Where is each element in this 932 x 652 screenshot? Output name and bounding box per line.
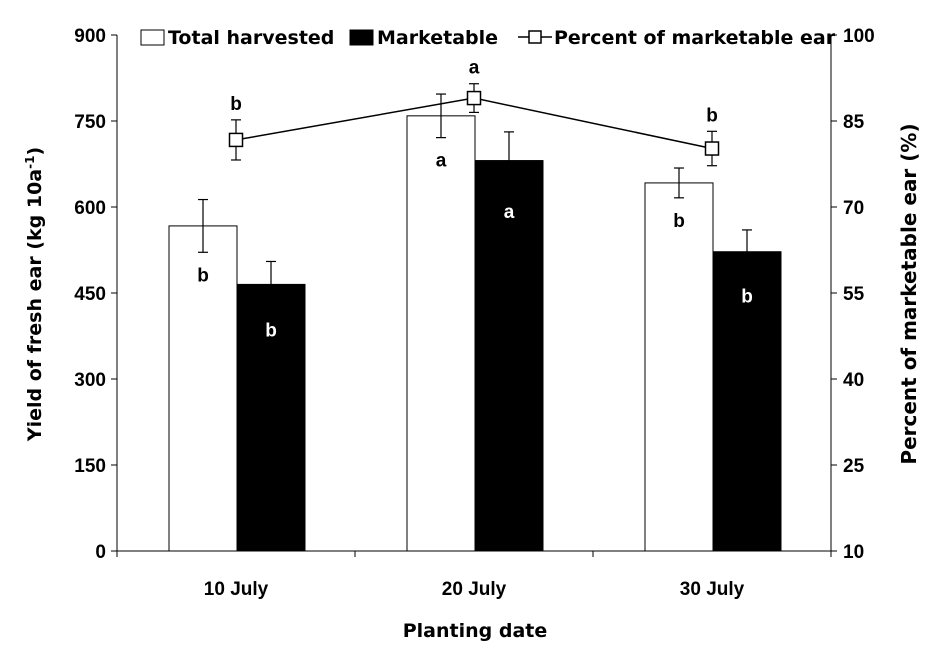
y-right-tick-label: 10: [843, 542, 864, 563]
y-left-tick-label: 750: [74, 112, 106, 133]
bars-group: b a b b a b: [168, 93, 782, 552]
x-tick-label: 20 July: [442, 579, 507, 600]
y-right-tick-label: 70: [843, 198, 864, 219]
bar-total-harvested: [168, 225, 238, 552]
y-axis-left-title-main: Yield of fresh ear (kg 10a: [24, 169, 46, 442]
line-marker-square: [704, 141, 720, 156]
labels-group: Planting date Yield of fresh ear (kg 10a…: [23, 123, 921, 642]
bar-significance-letter: b: [673, 211, 685, 232]
bar-significance-letter: b: [197, 265, 209, 286]
y-left-tick-label: 900: [74, 26, 106, 47]
y-right-tick-label: 85: [843, 112, 865, 133]
bar-significance-letter: b: [265, 320, 277, 341]
bar-significance-letter: b: [741, 287, 753, 308]
line-marker-square: [466, 90, 482, 106]
x-tick-label: 30 July: [680, 579, 745, 600]
line-significance-letter: b: [230, 94, 242, 115]
x-axis-title: Planting date: [403, 620, 548, 642]
bar-significance-letter: a: [504, 202, 515, 223]
legend-label-marketable: Marketable: [377, 27, 498, 49]
bar-marketable: [712, 251, 782, 552]
y-right-tick-label: 25: [843, 456, 865, 477]
bar-total-harvested: [644, 182, 714, 552]
bar-total-harvested: [406, 115, 476, 552]
legend-swatch-total-harvested: [140, 29, 165, 46]
y-right-tick-label: 55: [843, 284, 865, 305]
line-marker-square: [228, 132, 244, 148]
y-right-tick-label: 40: [843, 370, 864, 391]
line-significance-letter: b: [706, 105, 718, 126]
bar-significance-letter: a: [436, 151, 447, 172]
y-left-tick-label: 450: [74, 284, 106, 305]
y-axis-left-title: Yield of fresh ear (kg 10a-1): [23, 147, 46, 442]
bar-marketable: [474, 160, 544, 552]
line-significance-letter: a: [469, 58, 480, 79]
legend-label-total-harvested: Total harvested: [168, 27, 334, 49]
axes-group: 0 150 300 450 600 750 900 10 25 40 55 70 85 100 10 Jul…: [74, 26, 874, 600]
x-tick-label: 10 July: [204, 579, 269, 600]
bar-marketable: [236, 283, 306, 552]
y-left-tick-label: 0: [95, 542, 106, 563]
y-left-tick-label: 300: [74, 370, 106, 391]
y-right-tick-label: 100: [843, 26, 875, 47]
legend-label-percent: Percent of marketable ear: [554, 27, 836, 49]
legend-marker-square: [528, 30, 542, 44]
y-left-tick-label: 150: [74, 456, 106, 477]
legend-swatch-marketable: [349, 29, 374, 46]
y-axis-left-title-close: ): [24, 147, 46, 156]
line-series-group: b a b: [228, 58, 720, 167]
y-axis-right-title: Percent of marketable ear (%): [897, 123, 921, 464]
legend: Total harvested Marketable Percent of mark…: [140, 27, 836, 49]
y-left-tick-label: 600: [74, 198, 106, 219]
y-axis-left-title-sup: -1: [23, 156, 37, 169]
